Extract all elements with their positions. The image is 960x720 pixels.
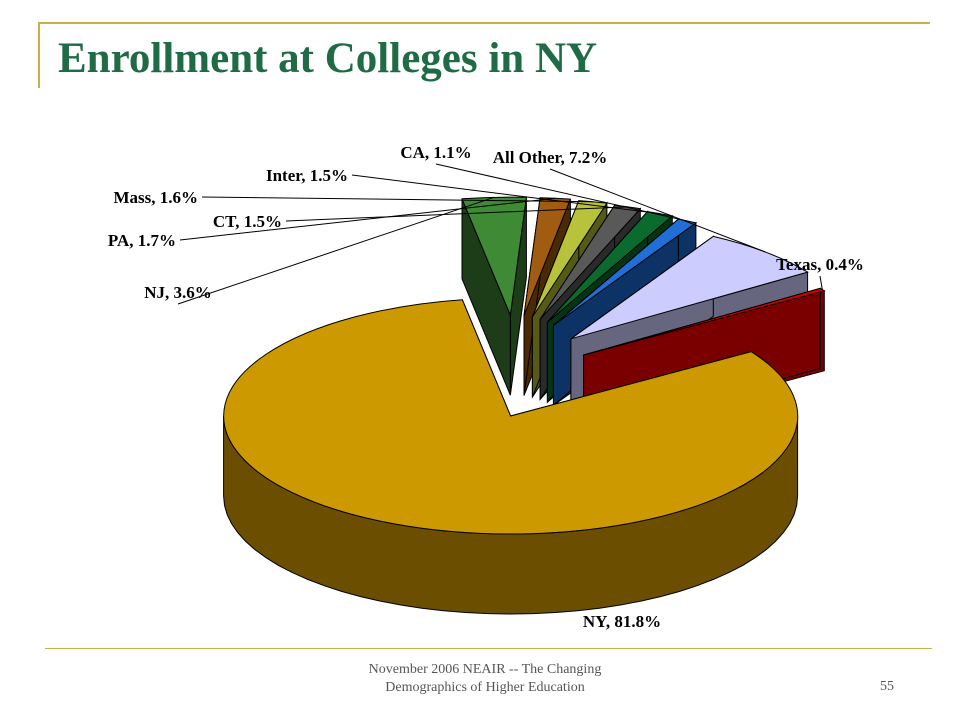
title-frame-top-rule bbox=[40, 22, 930, 24]
data-label-all-other: All Other, 7.2% bbox=[493, 148, 608, 167]
pie-slice-nj bbox=[461, 196, 527, 396]
footer-text: November 2006 NEAIR -- The Changing Demo… bbox=[330, 661, 640, 697]
footer-line-2: Demographics of Higher Education bbox=[385, 680, 585, 695]
data-label-mass: Mass, 1.6% bbox=[113, 188, 198, 207]
leader-line-all-other bbox=[549, 168, 766, 253]
data-label-nj: NJ, 3.6% bbox=[144, 283, 212, 302]
leader-line-mass bbox=[201, 196, 594, 203]
data-label-texas: Texas, 0.4% bbox=[776, 255, 864, 274]
footer-rule bbox=[45, 648, 932, 649]
data-label-ny: NY, 81.8% bbox=[583, 612, 661, 631]
pie-slice-top-texas bbox=[583, 287, 826, 356]
page-number: 55 bbox=[880, 679, 894, 694]
data-label-ct: CT, 1.5% bbox=[213, 212, 282, 231]
leader-line-pa bbox=[179, 197, 556, 241]
pie-slice-top-ny bbox=[223, 299, 799, 535]
leader-line-ca bbox=[435, 163, 688, 222]
leader-line-texas bbox=[819, 275, 823, 290]
data-label-pa: PA, 1.7% bbox=[108, 231, 176, 250]
leader-line-ct bbox=[285, 206, 628, 222]
data-label-ca: CA, 1.1% bbox=[400, 143, 471, 162]
slide-title: Enrollment at Colleges in NY bbox=[58, 35, 598, 82]
pie-slice-ny bbox=[223, 299, 799, 615]
data-label-inter: Inter, 1.5% bbox=[266, 166, 348, 185]
footer-line-1: November 2006 NEAIR -- The Changing bbox=[368, 662, 602, 677]
leader-line-inter bbox=[351, 174, 661, 215]
title-frame-left-rule bbox=[38, 22, 40, 88]
